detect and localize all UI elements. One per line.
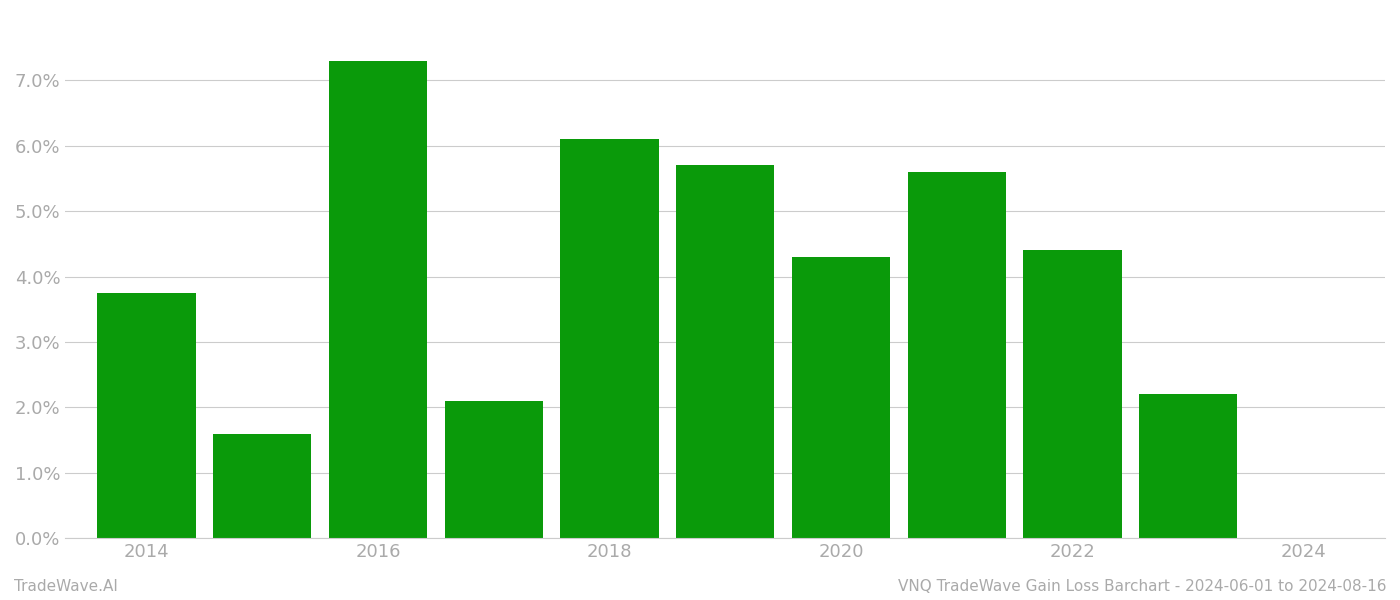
Bar <box>1023 250 1121 538</box>
Bar <box>213 434 311 538</box>
Bar <box>907 172 1007 538</box>
Bar <box>676 166 774 538</box>
Text: VNQ TradeWave Gain Loss Barchart - 2024-06-01 to 2024-08-16: VNQ TradeWave Gain Loss Barchart - 2024-… <box>897 579 1386 594</box>
Bar <box>98 293 196 538</box>
Bar <box>560 139 658 538</box>
Bar <box>445 401 543 538</box>
Bar <box>329 61 427 538</box>
Bar <box>792 257 890 538</box>
Bar <box>1140 394 1238 538</box>
Text: TradeWave.AI: TradeWave.AI <box>14 579 118 594</box>
